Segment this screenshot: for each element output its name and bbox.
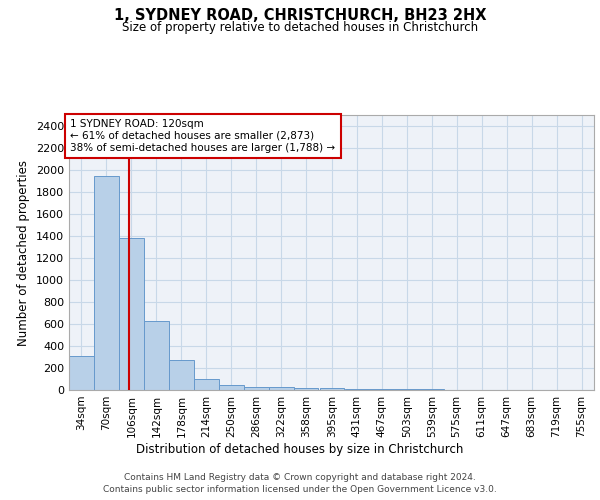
Y-axis label: Number of detached properties: Number of detached properties [17,160,31,346]
Bar [320,388,344,390]
Bar [344,389,369,390]
Bar [119,238,144,390]
Bar [94,176,119,390]
Bar [219,384,244,390]
Text: 1, SYDNEY ROAD, CHRISTCHURCH, BH23 2HX: 1, SYDNEY ROAD, CHRISTCHURCH, BH23 2HX [114,8,486,22]
Text: Contains public sector information licensed under the Open Government Licence v3: Contains public sector information licen… [103,485,497,494]
Bar [244,386,269,390]
Bar [269,387,293,390]
Bar [144,320,169,390]
Bar [194,379,218,390]
Bar [294,388,319,390]
Text: 1 SYDNEY ROAD: 120sqm
← 61% of detached houses are smaller (2,873)
38% of semi-d: 1 SYDNEY ROAD: 120sqm ← 61% of detached … [70,120,335,152]
Text: Size of property relative to detached houses in Christchurch: Size of property relative to detached ho… [122,21,478,34]
Bar [370,389,394,390]
Bar [69,356,94,390]
Text: Distribution of detached houses by size in Christchurch: Distribution of detached houses by size … [136,442,464,456]
Bar [169,360,194,390]
Text: Contains HM Land Registry data © Crown copyright and database right 2024.: Contains HM Land Registry data © Crown c… [124,472,476,482]
